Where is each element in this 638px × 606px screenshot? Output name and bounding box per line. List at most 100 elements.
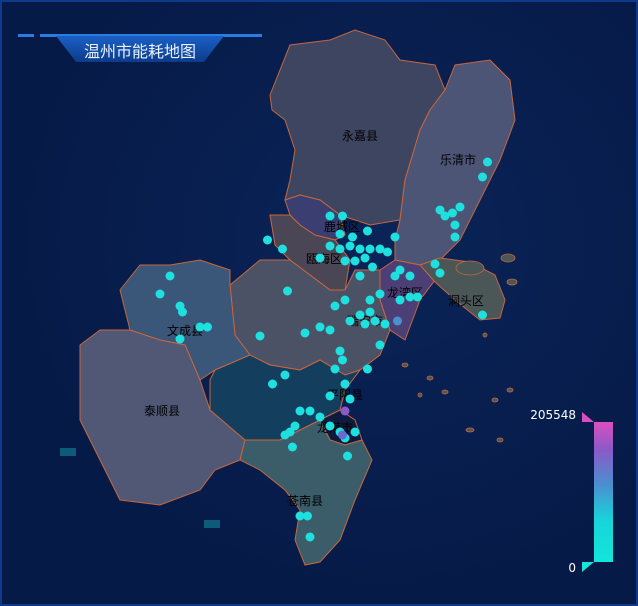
island: [401, 362, 409, 368]
energy-point[interactable]: [203, 322, 212, 332]
energy-point[interactable]: [335, 229, 345, 239]
energy-point[interactable]: [295, 406, 305, 416]
energy-point[interactable]: [340, 295, 350, 305]
visual-map-bar[interactable]: [594, 422, 613, 562]
energy-point[interactable]: [343, 451, 352, 461]
energy-point[interactable]: [340, 379, 350, 389]
energy-point[interactable]: [405, 292, 415, 302]
energy-point[interactable]: [348, 232, 357, 242]
energy-point[interactable]: [430, 259, 440, 269]
energy-point[interactable]: [360, 319, 370, 329]
energy-point[interactable]: [455, 202, 465, 212]
energy-point[interactable]: [315, 253, 325, 263]
energy-point[interactable]: [335, 346, 345, 356]
energy-point[interactable]: [478, 310, 487, 320]
energy-point[interactable]: [365, 295, 375, 305]
energy-point[interactable]: [363, 364, 372, 374]
energy-point[interactable]: [255, 331, 265, 341]
energy-point[interactable]: [483, 157, 492, 167]
energy-point[interactable]: [303, 511, 312, 521]
energy-point[interactable]: [395, 265, 405, 275]
energy-point-high[interactable]: [393, 316, 402, 326]
island: [455, 260, 485, 276]
energy-point[interactable]: [350, 256, 360, 266]
energy-point[interactable]: [413, 292, 422, 302]
energy-point[interactable]: [368, 262, 377, 272]
energy-point[interactable]: [295, 511, 305, 521]
energy-point[interactable]: [355, 310, 365, 320]
energy-point[interactable]: [325, 241, 335, 251]
energy-point[interactable]: [278, 244, 287, 254]
energy-point[interactable]: [365, 244, 375, 254]
energy-point[interactable]: [450, 220, 460, 230]
energy-point[interactable]: [338, 355, 347, 365]
energy-point[interactable]: [395, 295, 405, 305]
page-title: 温州市能耗地图: [83, 42, 196, 61]
energy-point[interactable]: [305, 532, 315, 542]
energy-point[interactable]: [435, 205, 445, 215]
energy-point[interactable]: [380, 319, 390, 329]
title-decor-line: [18, 34, 34, 37]
energy-point[interactable]: [440, 211, 450, 221]
energy-point[interactable]: [325, 325, 335, 335]
energy-point[interactable]: [375, 340, 385, 350]
energy-point[interactable]: [178, 307, 187, 317]
energy-point[interactable]: [390, 271, 400, 281]
district-label-wencheng: 文成县: [167, 323, 203, 338]
energy-point[interactable]: [288, 442, 297, 452]
energy-point[interactable]: [375, 244, 385, 254]
energy-point-high[interactable]: [340, 406, 350, 416]
energy-point[interactable]: [263, 235, 272, 245]
energy-point[interactable]: [383, 247, 392, 257]
energy-point[interactable]: [448, 208, 457, 218]
energy-point[interactable]: [195, 322, 205, 332]
energy-point[interactable]: [363, 226, 372, 236]
energy-point[interactable]: [283, 286, 292, 296]
energy-point[interactable]: [335, 244, 345, 254]
energy-point[interactable]: [325, 421, 335, 431]
energy-point[interactable]: [450, 232, 460, 242]
energy-point[interactable]: [365, 307, 375, 317]
energy-point[interactable]: [280, 430, 290, 440]
energy-point[interactable]: [370, 316, 380, 326]
district-label-cangnan: 苍南县: [287, 493, 323, 508]
energy-point[interactable]: [290, 421, 300, 431]
district-label-longgang: 龙港市: [317, 420, 353, 435]
energy-point[interactable]: [280, 370, 290, 380]
energy-point[interactable]: [478, 172, 487, 182]
energy-point[interactable]: [315, 412, 325, 422]
island: [482, 332, 488, 338]
energy-point[interactable]: [355, 244, 365, 254]
energy-point[interactable]: [350, 427, 360, 437]
energy-point[interactable]: [330, 301, 340, 311]
energy-point[interactable]: [360, 253, 370, 263]
energy-point[interactable]: [405, 271, 415, 281]
district-ouhai[interactable]: [269, 214, 351, 291]
energy-point[interactable]: [175, 334, 185, 344]
energy-point[interactable]: [268, 379, 277, 389]
energy-point[interactable]: [390, 232, 400, 242]
energy-point[interactable]: [345, 241, 355, 251]
energy-point[interactable]: [330, 364, 340, 374]
energy-point[interactable]: [165, 271, 175, 281]
district-label-yongjia: 永嘉县: [342, 129, 378, 143]
energy-point[interactable]: [315, 322, 325, 332]
energy-point[interactable]: [355, 271, 365, 281]
visual-map-max-handle[interactable]: [582, 412, 594, 422]
visual-map-min-handle[interactable]: [582, 562, 594, 572]
energy-point[interactable]: [300, 328, 310, 338]
energy-point[interactable]: [325, 211, 335, 221]
energy-point[interactable]: [345, 316, 355, 326]
energy-point-high[interactable]: [338, 430, 347, 440]
energy-point[interactable]: [155, 289, 165, 299]
energy-point[interactable]: [435, 268, 445, 278]
energy-point[interactable]: [338, 211, 347, 221]
district-cangnan[interactable]: [239, 419, 373, 566]
energy-point[interactable]: [375, 289, 385, 299]
energy-point[interactable]: [345, 394, 355, 404]
energy-point[interactable]: [340, 256, 350, 266]
district-label-lucheng: 鹿城区: [324, 219, 360, 234]
energy-point[interactable]: [305, 406, 315, 416]
energy-point[interactable]: [325, 391, 335, 401]
